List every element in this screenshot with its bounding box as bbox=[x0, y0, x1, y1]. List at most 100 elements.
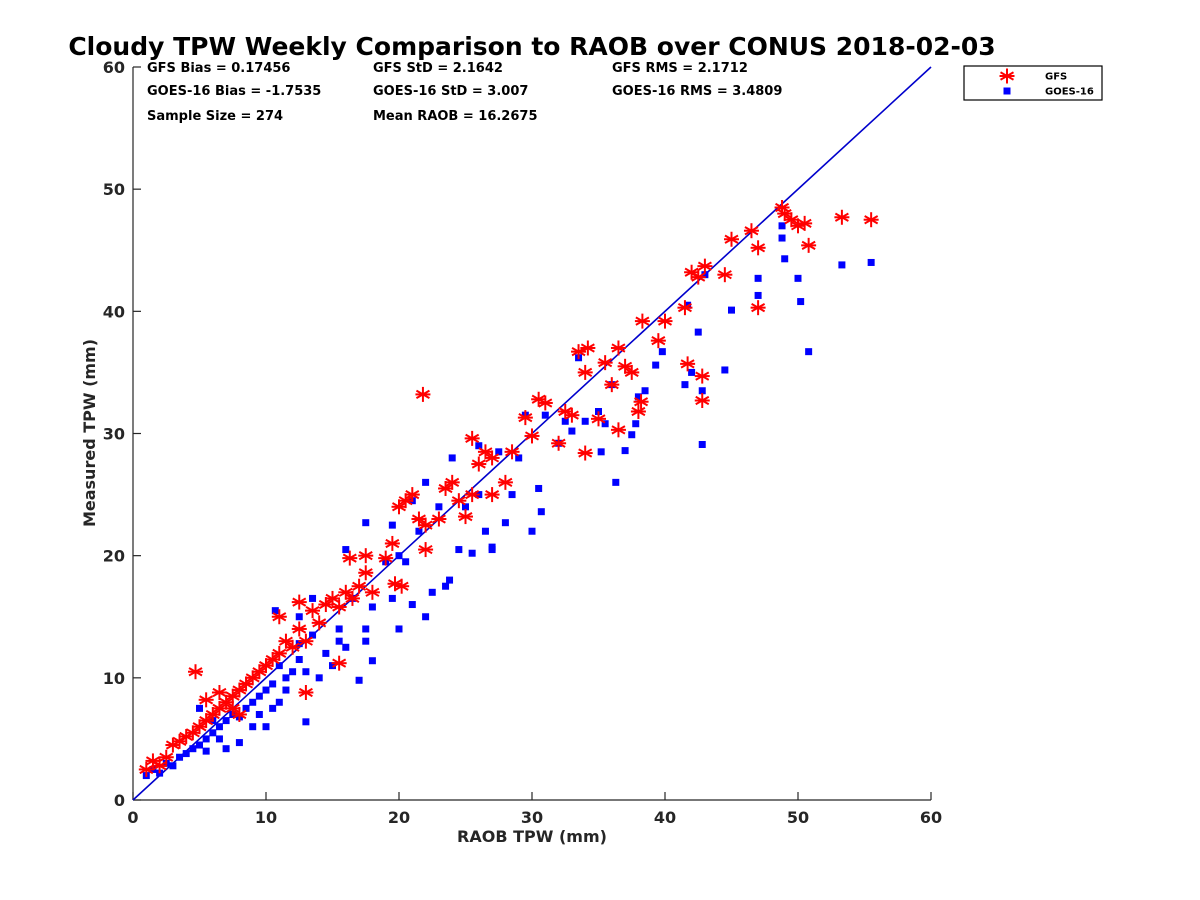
y-axis-label: Measured TPW (mm) bbox=[80, 339, 99, 527]
gfs-point bbox=[597, 355, 613, 371]
goes16-point bbox=[342, 643, 350, 651]
gfs-point bbox=[384, 535, 400, 551]
gfs-point bbox=[418, 517, 434, 533]
stat-text: Mean RAOB = 16.2675 bbox=[373, 109, 538, 124]
gfs-point bbox=[680, 356, 696, 372]
gfs-point bbox=[404, 487, 420, 503]
gfs-point bbox=[211, 700, 227, 716]
goes16-point bbox=[508, 491, 516, 499]
gfs-point bbox=[633, 394, 649, 410]
goes16-point bbox=[442, 582, 450, 590]
gfs-point bbox=[657, 313, 673, 329]
gfs-point bbox=[325, 590, 340, 606]
goes16-point bbox=[262, 686, 270, 694]
x-tick-label: 50 bbox=[787, 808, 809, 827]
gfs-point bbox=[258, 658, 274, 674]
gfs-point bbox=[458, 509, 473, 525]
gfs-point bbox=[451, 493, 467, 509]
gfs-point bbox=[158, 749, 174, 765]
gfs-point bbox=[198, 692, 214, 708]
y-tick-label: 30 bbox=[103, 425, 125, 444]
goes16-point bbox=[368, 657, 376, 665]
y-tick-label: 20 bbox=[103, 547, 125, 566]
goes16-point bbox=[628, 431, 636, 439]
goes16-point bbox=[202, 735, 210, 743]
gfs-point bbox=[471, 456, 487, 472]
goes16-point bbox=[269, 680, 277, 688]
goes16-point bbox=[271, 607, 279, 615]
gfs-point bbox=[610, 422, 626, 438]
goes16-point bbox=[797, 298, 805, 306]
gfs-point bbox=[344, 590, 360, 606]
goes16-point bbox=[275, 698, 283, 706]
goes16-point bbox=[395, 625, 403, 633]
goes16-point bbox=[309, 594, 317, 602]
goes16-point bbox=[282, 674, 290, 682]
x-tick-label: 0 bbox=[127, 808, 138, 827]
goes16-point bbox=[641, 387, 649, 395]
goes16-point bbox=[355, 676, 363, 684]
goes16-point bbox=[196, 704, 203, 712]
goes16-point bbox=[428, 588, 436, 596]
goes16-point bbox=[462, 503, 469, 511]
goes16-point bbox=[634, 393, 642, 401]
legend-gfs-marker bbox=[999, 68, 1015, 84]
gfs-point bbox=[497, 474, 513, 490]
goes16-point bbox=[215, 735, 223, 743]
gfs-point bbox=[364, 584, 380, 600]
goes16-point bbox=[209, 729, 217, 737]
gfs-point bbox=[394, 578, 410, 594]
goes16-point bbox=[275, 662, 283, 670]
gfs-point bbox=[311, 615, 327, 631]
goes16-point bbox=[249, 723, 257, 731]
goes16-point bbox=[196, 741, 203, 749]
goes16-point bbox=[658, 348, 666, 356]
gfs-point bbox=[378, 550, 394, 566]
goes16-point bbox=[501, 519, 509, 527]
legend: GFS GOES-16 bbox=[963, 65, 1103, 101]
goes16-point bbox=[721, 366, 729, 374]
goes16-point bbox=[408, 601, 416, 609]
gfs-point bbox=[271, 645, 287, 661]
goes16-point bbox=[362, 519, 370, 527]
gfs-point bbox=[750, 300, 766, 316]
gfs-point bbox=[577, 445, 593, 461]
goes16-point bbox=[805, 348, 813, 356]
x-tick-label: 30 bbox=[521, 808, 543, 827]
gfs-point bbox=[351, 578, 367, 594]
gfs-point bbox=[231, 682, 247, 698]
y-tick-label: 60 bbox=[103, 58, 125, 77]
stat-text: GFS RMS = 2.1712 bbox=[612, 61, 748, 76]
goes16-point bbox=[621, 447, 629, 455]
stat-text: GOES-16 Bias = -1.7535 bbox=[147, 84, 321, 99]
gfs-point bbox=[338, 584, 354, 600]
legend-goes16-marker bbox=[1003, 87, 1011, 95]
goes16-point bbox=[215, 723, 223, 731]
gfs-point bbox=[231, 706, 247, 722]
gfs-point bbox=[717, 267, 733, 283]
goes16-point bbox=[632, 420, 640, 428]
legend-label: GFS bbox=[1045, 72, 1067, 83]
stat-text: GOES-16 StD = 3.007 bbox=[373, 84, 528, 99]
goes16-point bbox=[754, 291, 762, 299]
gfs-point bbox=[464, 487, 480, 503]
gfs-point bbox=[245, 670, 261, 686]
gfs-point bbox=[205, 706, 221, 722]
gfs-point bbox=[624, 364, 640, 380]
x-axis-label: RAOB TPW (mm) bbox=[457, 827, 607, 846]
goes16-point bbox=[262, 723, 270, 731]
gfs-point bbox=[557, 404, 573, 420]
gfs-point bbox=[634, 313, 650, 329]
goes16-point bbox=[528, 527, 536, 535]
goes16-point bbox=[495, 448, 503, 456]
goes16-point bbox=[302, 668, 310, 676]
gfs-point bbox=[225, 700, 241, 716]
gfs-point bbox=[690, 269, 706, 285]
gfs-point bbox=[218, 694, 234, 710]
y-tick-label: 10 bbox=[103, 669, 125, 688]
goes16-point bbox=[269, 704, 277, 712]
gfs-point bbox=[551, 435, 567, 451]
gfs-point bbox=[524, 428, 540, 444]
goes16-point bbox=[242, 704, 250, 712]
gfs-point bbox=[580, 340, 596, 356]
